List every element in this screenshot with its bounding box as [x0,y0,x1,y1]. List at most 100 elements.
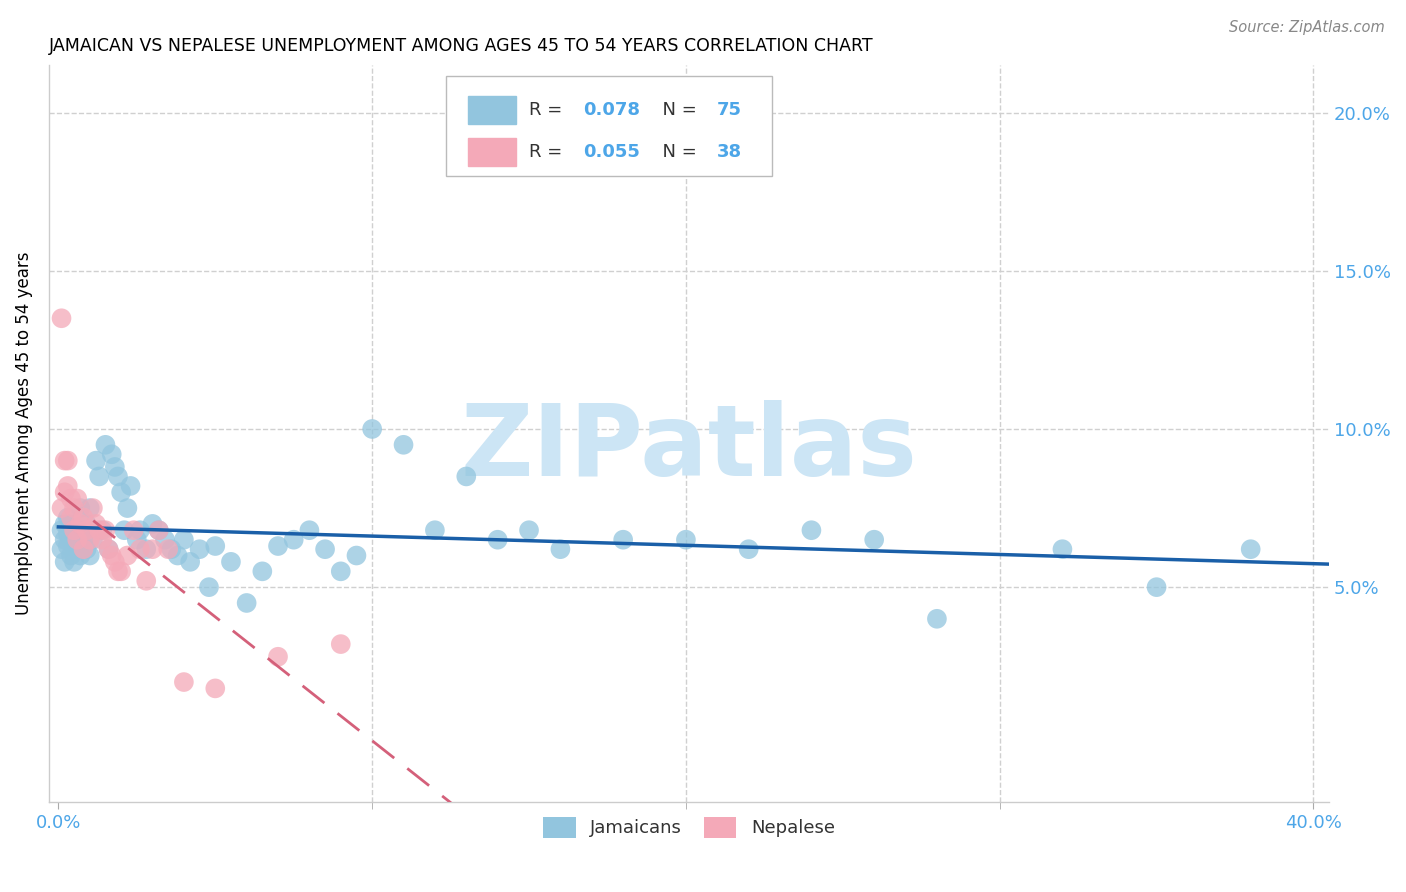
Point [925,612,948,626]
Point [346,549,368,563]
Point [66,533,89,547]
FancyBboxPatch shape [446,76,772,176]
Point [94,438,117,452]
Text: 75: 75 [717,102,742,120]
Point [456,469,478,483]
Point [59,510,82,524]
Text: 38: 38 [717,143,742,161]
Point [72,510,94,524]
Point [120,479,142,493]
Point [361,422,384,436]
Point [675,533,697,547]
Bar [468,96,516,124]
Point [53,533,76,547]
Point [423,523,446,537]
Point [97,542,120,557]
Point [69,549,91,563]
Point [59,516,82,531]
Point [148,523,170,537]
Point [148,523,170,537]
Point [56,539,79,553]
Point [56,526,79,541]
Point [204,539,226,553]
Point [53,516,76,531]
Point [517,523,540,537]
Point [72,542,94,557]
Point [283,533,305,547]
Point [117,549,139,563]
Text: Source: ZipAtlas.com: Source: ZipAtlas.com [1229,20,1385,35]
Point [79,533,101,547]
Point [141,542,163,557]
Point [204,681,226,696]
Point [56,510,79,524]
Point [89,523,111,537]
Point [863,533,886,547]
Legend: Jamaicans, Nepalese: Jamaicans, Nepalese [536,810,842,845]
Point [329,637,352,651]
Point [51,523,73,537]
Bar [468,137,516,166]
Point [1240,542,1263,557]
Point [235,596,257,610]
Text: 0.055: 0.055 [583,143,640,161]
Point [53,453,76,467]
Point [66,542,89,557]
Point [53,485,76,500]
Point [51,501,73,516]
Point [135,574,157,588]
Point [107,469,129,483]
Point [100,549,122,563]
Point [66,530,89,544]
Point [129,542,152,557]
Point [198,580,221,594]
Point [56,479,79,493]
Point [486,533,509,547]
Point [160,542,183,557]
Point [1052,542,1074,557]
Text: N =: N = [651,102,702,120]
Point [179,555,201,569]
Point [76,523,98,537]
Y-axis label: Unemployment Among Ages 45 to 54 years: Unemployment Among Ages 45 to 54 years [15,252,32,615]
Point [91,533,114,547]
Point [100,447,122,461]
Point [76,542,98,557]
Point [63,555,86,569]
Point [737,542,759,557]
Point [153,533,176,547]
Point [63,501,86,516]
Point [314,542,336,557]
Point [56,453,79,467]
Point [392,438,415,452]
Point [82,533,104,547]
Point [112,523,135,537]
Point [122,523,145,537]
Point [59,491,82,506]
Point [53,555,76,569]
Point [63,523,86,537]
Point [97,542,120,557]
Point [82,501,104,516]
Point [104,555,127,569]
Point [173,533,195,547]
Point [219,555,242,569]
Point [91,523,114,537]
Point [157,542,180,557]
Point [66,491,89,506]
Text: 0.078: 0.078 [583,102,640,120]
Text: R =: R = [529,102,568,120]
Point [267,539,290,553]
Point [110,485,132,500]
Point [59,533,82,547]
Point [79,549,101,563]
Point [63,523,86,537]
Text: R =: R = [529,143,568,161]
Point [173,675,195,690]
Point [141,516,163,531]
Point [84,453,107,467]
Point [51,542,73,557]
Point [59,549,82,563]
Point [188,542,211,557]
Point [51,311,73,326]
